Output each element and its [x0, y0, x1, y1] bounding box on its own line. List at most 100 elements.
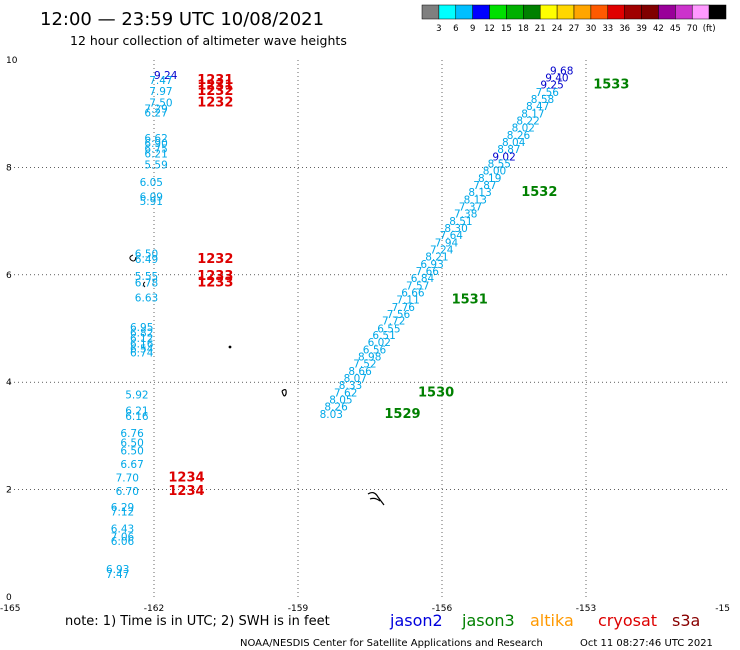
wave-height-value: 6.06: [111, 536, 135, 548]
chart-title: 12:00 — 23:59 UTC 10/08/2021: [40, 9, 324, 30]
legend-entry-altika: altika: [530, 611, 574, 630]
color-scale-label: 18: [518, 24, 529, 34]
island-outline: [281, 388, 287, 397]
wave-height-value: 6.21: [125, 405, 148, 417]
color-scale-swatch: [472, 4, 490, 20]
chart-data-marks: 9.247.477.977.507.296.276.626.906.756.21…: [106, 65, 629, 581]
y-tick-label: 2: [6, 486, 12, 496]
y-tick-label: 4: [6, 378, 12, 388]
color-scale-label: 33: [602, 24, 613, 34]
wave-height-value: 6.50: [120, 446, 143, 458]
color-scale-label: 36: [619, 24, 630, 34]
wave-height-value: 6.55: [377, 323, 400, 335]
wave-height-value: 8.13: [468, 187, 491, 199]
wave-height-value: 9.68: [550, 65, 573, 77]
coastline-outlines: [129, 254, 385, 506]
wave-height-value: 7.56: [387, 309, 411, 321]
wave-height-value: 9.25: [540, 79, 563, 91]
wave-height-value: 8.47: [526, 101, 549, 113]
pass-time-label: 1233: [197, 276, 233, 291]
wave-height-value: 6.95: [130, 322, 153, 334]
y-tick-label: 8: [6, 163, 12, 173]
color-scale-swatch: [506, 4, 524, 20]
wave-height-value: 7.11: [396, 294, 419, 306]
pass-time-label: 1232: [197, 252, 233, 267]
wave-height-value: 8.17: [521, 108, 544, 120]
wave-height-value: 8.19: [478, 173, 501, 185]
pass-time-label: 1529: [384, 407, 420, 422]
chart-subtitle: 12 hour collection of altimeter wave hei…: [70, 33, 347, 48]
color-scale-label: 42: [653, 24, 664, 34]
wave-height-value: 6.09: [140, 192, 163, 204]
timestamp: Oct 11 08:27:46 UTC 2021: [580, 638, 713, 649]
pass-time-label: 1532: [521, 185, 557, 200]
chart-grid: [10, 60, 730, 597]
color-scale-label: 70: [687, 24, 698, 34]
wave-height-value: 7.38: [454, 208, 477, 220]
color-scale-swatch: [455, 4, 473, 20]
color-scale-swatch: [438, 4, 457, 20]
color-scale-swatch: [523, 4, 541, 20]
color-scale-swatch: [573, 4, 592, 20]
wave-height-value: 6.76: [120, 428, 144, 440]
wave-height-value: 6.93: [420, 259, 443, 271]
pass-time-label: 1232: [197, 96, 233, 111]
wave-height-value: 8.55: [488, 158, 511, 170]
wave-height-value: 6.67: [120, 459, 143, 471]
wave-height-value: 7.52: [353, 359, 376, 371]
wave-height-value: 6.93: [106, 564, 129, 576]
island-outline: [143, 281, 146, 288]
series-jason3: 9.689.409.257.568.588.478.178.228.028.26…: [320, 65, 630, 422]
wave-height-value: 6.54: [130, 344, 154, 356]
wave-height-value: 8.13: [464, 194, 487, 206]
wave-height-value: 8.30: [444, 223, 467, 235]
legend-entry-s3a: s3a: [672, 611, 700, 630]
wave-height-value: 7.76: [392, 302, 416, 314]
wave-height-value: 6.78: [135, 278, 158, 290]
wave-height-value: 5.59: [144, 159, 167, 171]
pass-time-label: 1234: [168, 471, 204, 486]
pass-time-label: 1531: [452, 292, 488, 307]
wave-height-value: 6.63: [135, 293, 158, 305]
wave-height-value: 7.29: [144, 104, 167, 116]
color-scale-label: 27: [569, 24, 580, 34]
color-scale-swatch: [489, 4, 507, 20]
color-scale-swatch: [691, 4, 710, 20]
wave-height-value: 8.05: [329, 395, 352, 407]
color-scale-swatch: [675, 4, 693, 20]
wave-height-value: 6.16: [125, 411, 149, 423]
color-scale-swatch: [708, 4, 727, 20]
wave-height-value: 6.49: [135, 254, 158, 266]
wave-height-value: 8.51: [449, 216, 472, 228]
wave-height-value: 7.70: [116, 473, 139, 485]
wave-height-value: 6.21: [144, 149, 167, 161]
wave-height-value: 5.55: [135, 271, 158, 283]
wave-height-value: 8.02: [512, 122, 535, 134]
color-scale-label: 45: [670, 24, 681, 34]
wave-height-value: 8.07: [344, 373, 367, 385]
wave-height-value: 8.04: [502, 137, 526, 149]
wave-height-value: 6.50: [120, 438, 143, 450]
wave-height-value: 6.70: [116, 486, 139, 498]
color-scale-label: 24: [552, 24, 563, 34]
y-tick-label: 6: [6, 271, 12, 281]
color-scale-swatch: [590, 4, 609, 20]
wave-height-value: 8.26: [324, 402, 348, 414]
x-tick-label: -156: [432, 604, 453, 614]
x-tick-label: -159: [288, 604, 309, 614]
wave-height-value: 7.56: [536, 87, 560, 99]
satellite-legend: jason2 jason3 altika cryosat s3a: [389, 611, 700, 630]
wave-height-value: 6.74: [130, 347, 154, 359]
chart-axes: -165 -162 -159 -156 -153 -15 0 2 4 6 8 10: [0, 56, 730, 614]
wave-height-value: 8.66: [348, 366, 372, 378]
wave-height-value: 6.56: [363, 345, 387, 357]
wave-height-value: 8.33: [339, 380, 362, 392]
y-tick-label: 10: [6, 56, 18, 66]
wave-height-value: 6.82: [130, 328, 153, 340]
wave-height-value: 6.12: [130, 333, 153, 345]
wave-height-value: 7.57: [406, 280, 429, 292]
color-scale-label: 3: [436, 24, 441, 34]
wave-height-value: 6.62: [144, 133, 167, 145]
wave-height-value: 7.47: [149, 75, 172, 87]
